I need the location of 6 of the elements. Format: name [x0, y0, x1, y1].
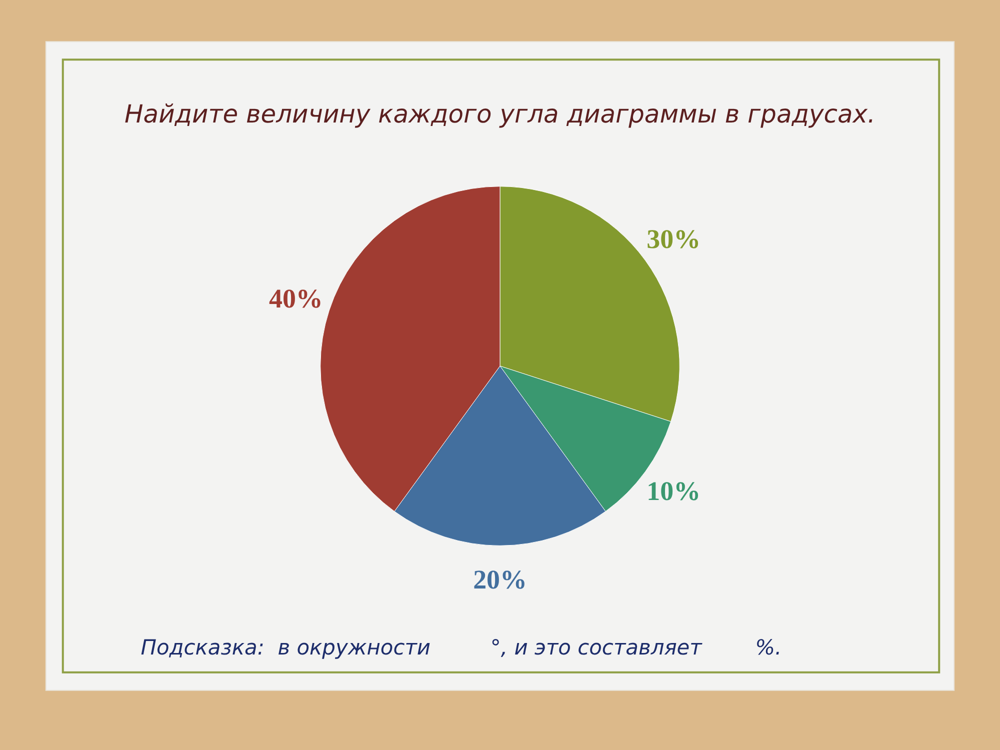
text: Подсказка: в окружности °, и это составляет %. — [140, 635, 782, 660]
data-label: 20% — [473, 564, 527, 595]
data-label: 30% — [646, 224, 701, 254]
chart-title: Найдите величину каждого угла диаграммы в градусах. — [124, 100, 876, 129]
data-label: 10% — [646, 476, 701, 506]
data-label: 40% — [268, 284, 323, 314]
